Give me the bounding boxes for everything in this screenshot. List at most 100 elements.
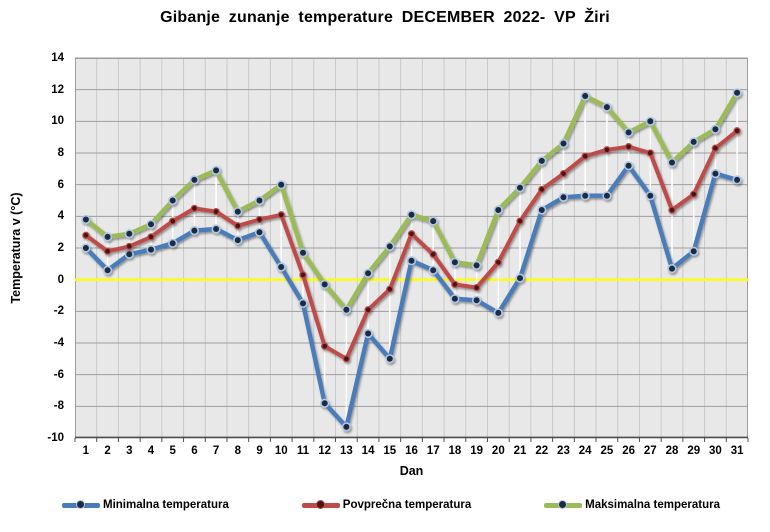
- y-tick-label: -8: [53, 400, 64, 413]
- data-point-maksimalna: [189, 175, 199, 185]
- x-tick-label: 21: [513, 445, 527, 457]
- x-tick-label: 3: [126, 445, 133, 457]
- series-minimalna: [81, 161, 742, 432]
- data-point-maksimalna: [81, 214, 91, 225]
- marker-dot-icon: [558, 500, 568, 509]
- y-tick-label: -2: [53, 305, 64, 318]
- y-tick-label: 0: [57, 273, 64, 286]
- data-point-minimalna: [363, 328, 373, 339]
- x-tick-label: 15: [383, 445, 397, 457]
- x-tick-label: 26: [622, 445, 635, 457]
- data-point-povprecna: [494, 258, 502, 266]
- x-tick-label: 8: [234, 445, 242, 457]
- legend-item-povprecna: Povprečna temperatura: [301, 499, 471, 511]
- data-point-minimalna: [102, 265, 113, 275]
- data-point-minimalna: [276, 262, 286, 272]
- x-tick-label: 4: [147, 445, 155, 457]
- x-tick-label: 6: [191, 445, 198, 457]
- y-tick-label: -4: [53, 337, 64, 349]
- x-tick-label: 31: [730, 445, 744, 457]
- data-point-maksimalna: [689, 137, 699, 147]
- legend-swatch-povprecna: [301, 499, 340, 511]
- x-tick-label: 9: [256, 445, 263, 457]
- data-point-povprecna: [472, 283, 481, 292]
- data-point-maksimalna: [602, 102, 612, 112]
- data-point-povprecna: [516, 217, 524, 225]
- legend-swatch-maksimalna: [544, 499, 583, 511]
- y-tick-label: 12: [51, 83, 64, 96]
- data-point-povprecna: [321, 342, 329, 350]
- data-point-minimalna: [189, 226, 199, 236]
- data-point-minimalna: [472, 295, 482, 305]
- x-tick-label: 24: [578, 445, 592, 457]
- data-point-maksimalna: [732, 88, 742, 98]
- x-tick-label: 25: [600, 445, 614, 457]
- data-point-minimalna: [515, 273, 525, 283]
- data-point-minimalna: [558, 192, 569, 202]
- x-tick-label: 16: [405, 445, 418, 457]
- data-point-minimalna: [298, 298, 308, 308]
- data-point-povprecna: [277, 211, 285, 219]
- data-point-maksimalna: [341, 305, 352, 315]
- x-tick-label: 14: [361, 445, 375, 457]
- data-point-povprecna: [147, 233, 155, 241]
- data-point-maksimalna: [558, 138, 569, 149]
- data-point-maksimalna: [710, 124, 721, 134]
- chart-title: Gibanje zunanje temperature DECEMBER 202…: [160, 9, 610, 26]
- data-point-povprecna: [299, 271, 307, 279]
- legend-item-minimalna: Minimalna temperatura: [62, 499, 229, 511]
- y-tick-label: 2: [57, 242, 64, 254]
- data-point-povprecna: [559, 169, 568, 178]
- data-point-povprecna: [190, 204, 199, 213]
- data-point-maksimalna: [233, 207, 243, 217]
- data-point-maksimalna: [320, 279, 330, 289]
- x-tick-label: 10: [274, 445, 288, 457]
- data-point-minimalna: [406, 256, 417, 266]
- data-point-maksimalna: [276, 180, 286, 190]
- x-tick-label: 22: [535, 445, 549, 457]
- data-point-povprecna: [212, 207, 220, 216]
- data-point-maksimalna: [102, 232, 113, 242]
- data-point-minimalna: [320, 398, 330, 408]
- data-point-povprecna: [646, 149, 654, 157]
- legend-label: Minimalna temperatura: [103, 499, 229, 511]
- data-point-povprecna: [386, 285, 394, 293]
- x-tick-label: 19: [470, 445, 484, 457]
- x-tick-label: 27: [643, 445, 657, 457]
- x-tick-label: 17: [426, 445, 440, 457]
- data-point-povprecna: [169, 217, 177, 225]
- y-tick-label: 10: [51, 115, 64, 128]
- x-tick-label: 20: [491, 445, 505, 457]
- data-point-povprecna: [364, 306, 372, 314]
- data-point-povprecna: [733, 127, 741, 135]
- data-point-maksimalna: [645, 116, 655, 126]
- data-point-minimalna: [645, 191, 655, 201]
- data-point-povprecna: [342, 355, 351, 363]
- data-point-minimalna: [341, 422, 352, 432]
- data-point-maksimalna: [667, 157, 677, 168]
- data-point-povprecna: [603, 146, 611, 154]
- data-point-minimalna: [146, 245, 156, 255]
- data-point-povprecna: [451, 280, 459, 289]
- legend-label: Maksimalna temperatura: [585, 499, 720, 511]
- data-point-minimalna: [602, 191, 612, 201]
- x-tick-label: 5: [169, 445, 176, 457]
- data-point-maksimalna: [493, 205, 503, 215]
- y-tick-label: -6: [53, 368, 64, 381]
- x-tick-label: 7: [212, 445, 220, 457]
- data-point-povprecna: [581, 152, 589, 160]
- data-point-maksimalna: [406, 210, 417, 220]
- x-tick-label: 1: [82, 445, 90, 457]
- marker-dot-icon: [76, 500, 85, 509]
- data-point-minimalna: [385, 354, 395, 364]
- x-axis-line: [74, 436, 749, 442]
- data-point-maksimalna: [146, 219, 156, 229]
- data-point-maksimalna: [623, 127, 634, 137]
- data-point-minimalna: [732, 175, 742, 185]
- data-point-povprecna: [690, 190, 698, 198]
- x-tick-label: 23: [557, 445, 570, 457]
- data-point-maksimalna: [124, 229, 134, 239]
- data-point-minimalna: [254, 227, 265, 237]
- x-tick-label: 29: [687, 445, 701, 457]
